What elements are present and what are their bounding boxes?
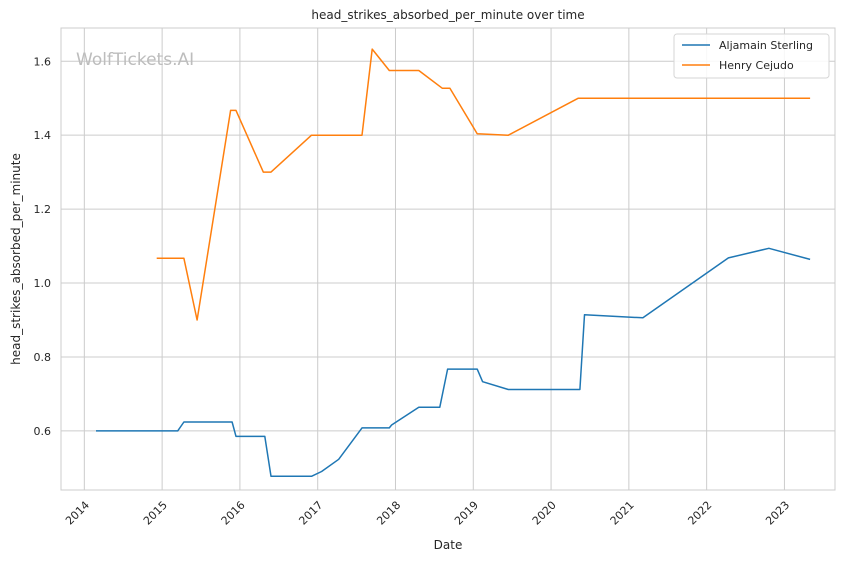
legend-label-henry-cejudo: Henry Cejudo [719, 59, 794, 72]
series-line-henry-cejudo [156, 48, 811, 321]
plot-border [60, 27, 836, 491]
legend: Aljamain Sterling Henry Cejudo [673, 33, 830, 79]
axis-ticks: 2014 2015 2016 2017 2018 2019 2020 2021 2022 2023… [34, 55, 793, 527]
watermark-text: WolfTickets.AI [76, 50, 194, 70]
y-tick-label: 0.6 [34, 425, 52, 438]
plot-frame [60, 27, 836, 491]
series-line-aljamain-sterling [96, 247, 811, 478]
plot-area [61, 28, 835, 490]
legend-label-aljamain-sterling: Aljamain Sterling [719, 39, 813, 52]
y-axis-label: head_strikes_absorbed_per_minute [9, 153, 23, 365]
y-tick-label: 1.0 [34, 277, 52, 290]
y-tick-label: 0.8 [34, 351, 52, 364]
y-tick-label: 1.4 [34, 129, 52, 142]
y-tick-label: 1.2 [34, 203, 52, 216]
chart-title: head_strikes_absorbed_per_minute over ti… [311, 8, 584, 22]
y-tick-label: 1.6 [34, 55, 52, 68]
legend-box [673, 33, 830, 79]
x-axis-label: Date [434, 538, 463, 552]
series-lines [96, 48, 811, 478]
